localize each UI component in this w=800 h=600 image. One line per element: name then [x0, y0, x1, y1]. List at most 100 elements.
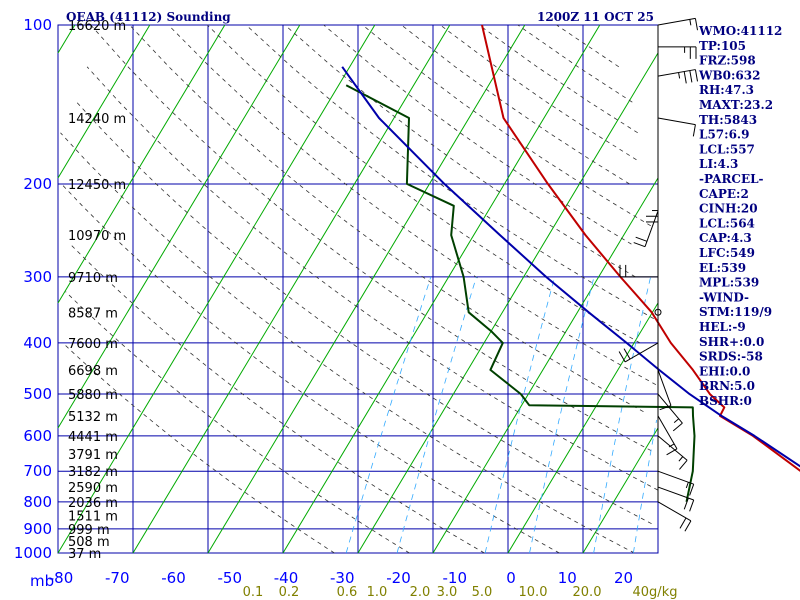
wind-barb-flag — [679, 459, 688, 470]
temperature-tick-label: -80 — [49, 569, 74, 587]
pressure-tick-label: 1000 — [14, 544, 52, 562]
dry-adiabat-line — [323, 24, 632, 245]
temperature-tick-label: -10 — [443, 569, 468, 587]
pressure-tick-label: 100 — [23, 16, 52, 34]
stat-line: WMO:41112 — [698, 24, 782, 38]
wind-barb-shaft — [657, 470, 694, 485]
dry-adiabat-line — [245, 24, 654, 320]
wind-barb-shaft — [644, 210, 659, 247]
mixing-ratio-label: 5.0 — [472, 585, 493, 600]
mixing-ratio-line — [633, 419, 657, 554]
wind-barb-shaft — [657, 369, 672, 406]
pressure-tick-label: 700 — [23, 462, 52, 480]
height-label: 3791 m — [68, 448, 118, 463]
wind-barb-flag — [673, 418, 680, 424]
temperature-tick-label: -20 — [386, 569, 411, 587]
mixing-ratio-label: 2.0 — [410, 585, 431, 600]
mixing-ratio-line — [396, 276, 477, 554]
stat-line: TP:105 — [699, 39, 746, 53]
stat-line: LI:4.3 — [699, 157, 738, 171]
wind-barb-shaft — [624, 342, 659, 363]
stat-line: TH:5843 — [699, 113, 757, 127]
isotherm-line — [507, 302, 659, 554]
wind-barb-shaft — [657, 393, 683, 424]
height-label: 37 m — [68, 547, 101, 562]
temperature-tick-label: 0 — [506, 569, 516, 587]
height-label: 508 m — [68, 535, 110, 550]
temperature-tick-label: -70 — [105, 569, 130, 587]
mixing-ratio-label: 20.0 — [573, 585, 602, 600]
height-label: 16620 m — [68, 19, 126, 34]
mixing-ratio-label: 10.0 — [519, 585, 548, 600]
height-label: 14240 m — [68, 112, 126, 127]
dry-adiabat-line — [439, 24, 637, 161]
stat-line: -PARCEL- — [699, 172, 764, 186]
stat-line: LCL:564 — [699, 216, 755, 230]
wind-barb-flag — [692, 124, 696, 137]
stat-line: L57:6.9 — [699, 128, 749, 142]
stat-line: BRN:5.0 — [699, 379, 755, 393]
height-label: 2036 m — [68, 496, 118, 511]
dry-adiabat-line — [401, 24, 630, 185]
wind-barb-flag — [659, 405, 672, 411]
wind-barb-flag — [635, 236, 648, 242]
wind-barb-flag — [623, 348, 631, 360]
dry-adiabat-line — [62, 342, 335, 554]
temperature-tick-label: -60 — [161, 569, 186, 587]
stat-line: LFC:549 — [699, 246, 755, 260]
pressure-axis-labels: 100 200 300 400 500 600 700 800 900 1000 — [14, 16, 52, 562]
stat-line: BSHR:0 — [699, 394, 752, 408]
wind-barb-flag — [633, 242, 646, 248]
height-label: 999 m — [68, 523, 110, 538]
height-label: 5880 m — [68, 388, 118, 403]
dry-adiabat-line — [478, 24, 638, 134]
pressure-tick-label: 500 — [23, 385, 52, 403]
height-label: 7600 m — [68, 337, 118, 352]
mixing-ratio-line — [345, 276, 432, 554]
wind-barb-shaft — [657, 17, 696, 26]
stat-line: CAP:4.3 — [699, 231, 752, 245]
stat-line: SRDS:-58 — [699, 350, 763, 364]
temperature-tick-label: 20 — [614, 569, 633, 587]
height-label: 2590 m — [68, 481, 118, 496]
stat-line: EL:539 — [699, 261, 746, 275]
temperature-tick-label: -50 — [218, 569, 243, 587]
dry-adiabat-line — [362, 24, 652, 227]
stat-line: CAPE:2 — [699, 187, 749, 201]
dry-adiabat-lines — [60, 24, 659, 554]
mixing-ratio-line — [484, 276, 556, 554]
height-label: 4441 m — [68, 430, 118, 445]
height-label: 10970 m — [68, 229, 126, 244]
stats-panel: WMO:41112TP:105FRZ:598WB0:632RH:47.3MAXT… — [698, 24, 782, 408]
pressure-tick-label: 400 — [23, 334, 52, 352]
parcel-path-line — [341, 66, 800, 468]
pressure-unit-label: mb — [30, 572, 54, 590]
temperature-axis-labels: -80 -70 -60 -50 -40 -30 -20 -10 0 10 20 — [49, 569, 633, 587]
dry-adiabat-line — [207, 24, 641, 344]
temperature-tick-label: -40 — [274, 569, 299, 587]
dry-adiabat-line — [284, 24, 636, 278]
height-label: 12450 m — [68, 178, 126, 193]
stat-line: WB0:632 — [698, 68, 760, 82]
mixing-ratio-labels: 0.1 0.2 0.6 1.0 2.0 3.0 5.0 10.0 20.0 40g/kg — [243, 585, 678, 600]
stat-line: CINH:20 — [699, 202, 758, 216]
temperature-tick-label: 10 — [558, 569, 577, 587]
stat-line: MAXT:23.2 — [699, 98, 773, 112]
stat-line: FRZ:598 — [699, 54, 756, 68]
wind-barb-flag — [685, 482, 689, 489]
dry-adiabat-line — [517, 24, 633, 103]
chart-title: OEAB (41112) Sounding — [66, 10, 231, 24]
wind-barb-shaft — [657, 415, 678, 450]
mixing-ratio-line — [529, 276, 595, 554]
temperature-tick-label: -30 — [330, 569, 355, 587]
dry-adiabat-line — [86, 66, 659, 491]
height-label: 6698 m — [68, 364, 118, 379]
stat-line: HEL:-9 — [699, 320, 746, 334]
pressure-tick-label: 300 — [23, 268, 52, 286]
isotherm-line — [57, 24, 76, 54]
dry-adiabat-line — [168, 24, 657, 386]
calm-wind-marker — [654, 308, 662, 316]
dry-adiabat-line — [60, 132, 635, 554]
stat-line: LCL:557 — [699, 142, 755, 156]
